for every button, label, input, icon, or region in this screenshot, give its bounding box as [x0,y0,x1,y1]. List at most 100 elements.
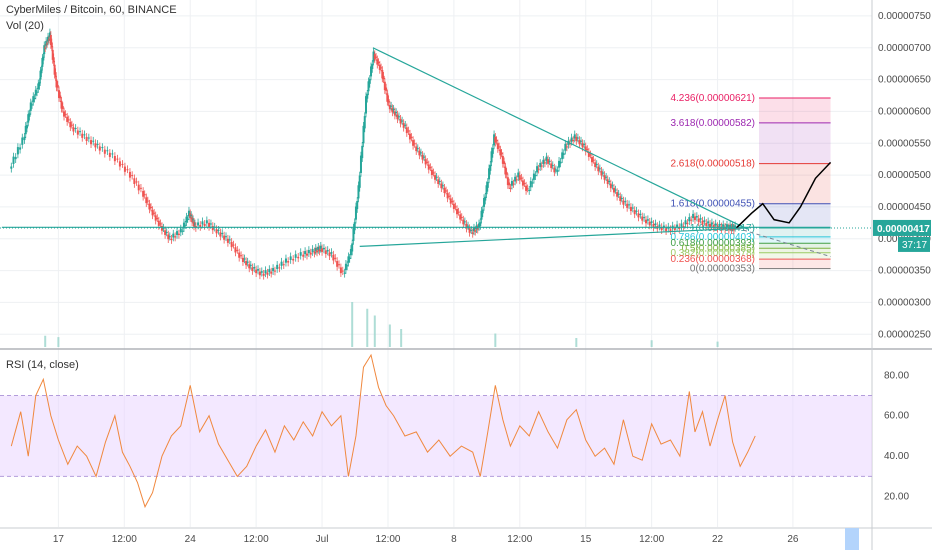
candle-body [280,261,283,266]
price-axis-label-10: 0.00000250 [878,329,931,340]
candle-body [543,162,546,164]
candle-body [137,184,140,191]
price-axis-label-1: 0.00000700 [878,43,931,54]
candle-body [356,200,359,210]
candle-body [176,231,179,235]
candle-body [142,191,145,197]
candle-body [248,264,251,269]
candle-body [408,133,411,140]
candle-body [393,111,396,116]
fib-level-label-10: 0(0.00000353) [690,264,755,275]
time-axis-label-2: 24 [185,534,197,545]
candle-body [594,162,597,168]
candle-body [512,183,515,185]
candle-body [390,105,393,107]
candle-body [304,251,307,255]
candle-body [238,252,241,258]
candle-body [23,136,26,141]
candle-body [528,189,531,192]
candle-body [416,148,419,150]
candle-body [41,57,44,67]
candle-body [187,210,190,217]
rsi-indicator-label[interactable]: RSI (14, close) [6,359,79,371]
rsi-axis-label-1: 60.00 [884,411,909,422]
candle-body [338,264,341,266]
time-axis-label-7: 12:00 [507,534,532,545]
candle-body [669,229,672,232]
candle-body [167,234,170,240]
candle-body [262,273,265,276]
candle-body [14,156,17,160]
candle-body [309,252,312,255]
candle-body [434,175,437,180]
candle-body [526,188,529,190]
candle-body [494,136,497,143]
candle-body [718,223,721,227]
candle-body [619,196,622,201]
candle-body [332,254,335,261]
candle-body [688,217,691,222]
candle-body [412,140,415,146]
candle-body [63,111,66,117]
candle-body [32,96,35,102]
candle-body [724,226,727,230]
candle-body [354,206,357,220]
candle-body [650,221,653,223]
candle-body [209,223,212,225]
candle-body [40,69,43,74]
volume-bar-8 [575,338,578,347]
candle-body [592,159,595,161]
candle-body [221,233,224,235]
candle-body [27,114,30,123]
candle-body [240,255,243,257]
candle-body [241,257,244,263]
candle-body [205,220,208,224]
candle-body [643,217,646,219]
candle-body [19,147,22,150]
candle-body [54,72,57,78]
candle-body [402,123,405,128]
candle-body [521,180,524,186]
symbol-title: CyberMiles / Bitcoin, 60, BINANCE [6,4,177,16]
candle-body [385,87,388,91]
candle-body [413,143,416,145]
candle-body [190,214,193,216]
candle-body [377,62,380,64]
candle-body [591,157,594,163]
candle-body [597,166,600,172]
candle-body [79,131,82,133]
volume-indicator-label[interactable]: Vol (20) [6,20,44,32]
candle-body [151,210,154,216]
candle-body [392,108,395,110]
candle-body [215,229,218,234]
time-axis-label-6: 8 [451,534,457,545]
candle-body [536,166,539,173]
candle-body [317,246,320,250]
candle-body [448,195,451,197]
candle-body [375,56,378,58]
candle-body [70,124,73,126]
candle-body [58,90,61,99]
candle-body [98,146,101,151]
candle-body [24,125,27,135]
candle-body [185,216,188,223]
candle-body [313,251,316,254]
candle-body [39,70,42,80]
candle-body [680,223,683,227]
candle-body [133,178,136,185]
time-axis-label-9: 12:00 [639,534,664,545]
candle-body [662,225,665,228]
projection-dashed [736,227,831,258]
candle-body [446,193,449,199]
candle-body [665,228,668,232]
candle-body [362,125,365,144]
candle-body [282,264,285,266]
volume-bar-10 [716,341,719,347]
candle-body [164,230,167,235]
candle-body [294,254,297,258]
go-to-realtime-button[interactable] [845,528,859,550]
fib-level-label-5: 0.786(0.00000403) [670,232,755,243]
candle-body [405,127,408,134]
